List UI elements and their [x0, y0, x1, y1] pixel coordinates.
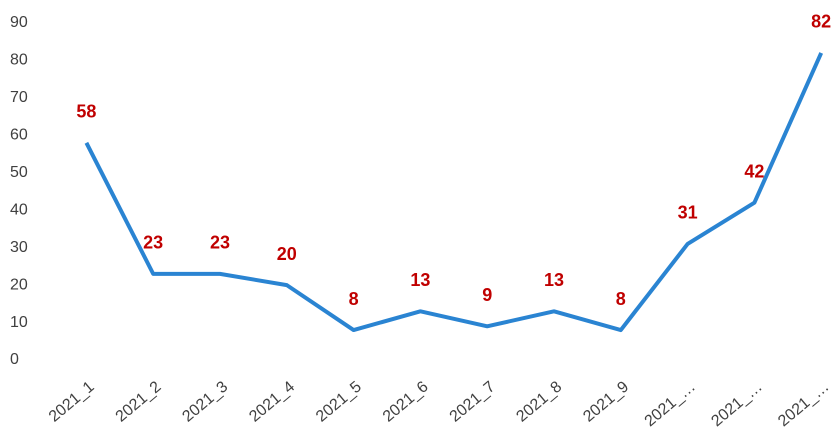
data-label: 23 — [210, 233, 230, 253]
y-tick-label: 60 — [10, 127, 28, 144]
y-tick-label: 50 — [10, 164, 28, 181]
data-label: 8 — [616, 289, 626, 309]
y-tick-label: 80 — [10, 52, 28, 69]
x-tick-label: 2021_… — [775, 378, 832, 430]
x-tick-label: 2021_6 — [380, 378, 432, 425]
x-tick-label: 2021_… — [642, 378, 699, 430]
y-tick-label: 90 — [10, 14, 28, 31]
line — [84, 52, 824, 333]
data-label: 8 — [349, 289, 359, 309]
data-label: 82 — [811, 12, 831, 32]
data-label: 31 — [678, 203, 698, 223]
x-tick-label: 2021_9 — [580, 378, 632, 425]
data-label: 42 — [744, 161, 764, 181]
x-tick-label: 2021_8 — [513, 378, 565, 425]
data-label: 58 — [76, 102, 96, 122]
x-tick-label: 2021_5 — [313, 378, 365, 425]
x-tick-label: 2021_3 — [179, 378, 231, 425]
x-tick-label: 2021_2 — [113, 378, 165, 425]
x-tick-label: 2021_1 — [46, 378, 98, 425]
data-label: 23 — [143, 233, 163, 253]
data-label: 13 — [410, 270, 430, 290]
y-tick-label: 0 — [10, 351, 19, 368]
y-tick-label: 40 — [10, 201, 28, 218]
x-tick-label: 2021_… — [708, 378, 765, 430]
x-tick-label: 2021_7 — [447, 378, 499, 425]
y-tick-label: 20 — [10, 276, 28, 293]
data-label: 9 — [482, 285, 492, 305]
y-tick-label: 70 — [10, 89, 28, 106]
y-tick-label: 30 — [10, 239, 28, 256]
x-tick-label: 2021_4 — [246, 378, 298, 425]
data-label: 20 — [277, 244, 297, 264]
y-tick-label: 10 — [10, 314, 28, 331]
data-label: 13 — [544, 270, 564, 290]
